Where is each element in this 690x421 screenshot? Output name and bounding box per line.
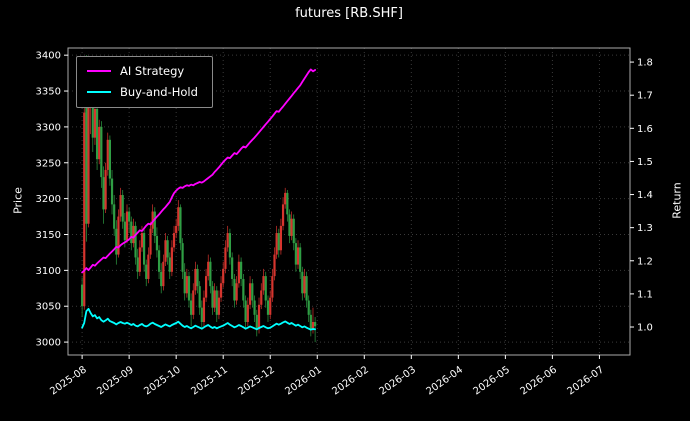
- x-tick-label: 2026-04: [425, 364, 466, 397]
- legend-item-ai-strategy: AI Strategy: [87, 64, 198, 78]
- legend: AI Strategy Buy-and-Hold: [76, 56, 213, 108]
- x-tick-label: 2026-02: [330, 364, 371, 397]
- x-tick-label: 2026-06: [519, 364, 560, 397]
- return-tick-label: 1.4: [637, 190, 653, 201]
- plot-border: [67, 47, 631, 356]
- grid: [68, 48, 630, 355]
- return-tick-label: 1.0: [637, 323, 653, 334]
- return-tick-label: 1.6: [637, 124, 653, 135]
- axis-ticks: [64, 54, 634, 359]
- x-tick-label: 2025-12: [236, 364, 277, 397]
- x-tick-label: 2025-09: [95, 364, 136, 397]
- chart-title: futures [RB.SHF]: [295, 6, 403, 21]
- x-tick-label: 2026-07: [566, 364, 607, 397]
- legend-label: AI Strategy: [120, 64, 185, 78]
- price-tick-label: 3150: [36, 230, 61, 241]
- x-tick-label: 2026-05: [472, 364, 513, 397]
- legend-item-buy-and-hold: Buy-and-Hold: [87, 85, 198, 99]
- price-tick-label: 3250: [36, 158, 61, 169]
- return-tick-label: 1.1: [637, 289, 653, 300]
- x-tick-label: 2025-10: [142, 364, 183, 397]
- price-tick-label: 3400: [36, 51, 61, 62]
- return-tick-label: 1.2: [637, 256, 653, 267]
- right-axis-label: Return: [670, 182, 684, 219]
- price-tick-label: 3000: [36, 338, 61, 349]
- series-line-buy-and-hold: [81, 307, 317, 331]
- price-tick-label: 3100: [36, 266, 61, 277]
- legend-line-swatch: [87, 91, 111, 93]
- x-tick-label: 2025-11: [189, 364, 230, 397]
- left-axis-label: Price: [11, 187, 25, 214]
- return-tick-label: 1.7: [637, 91, 653, 102]
- price-tick-label: 3350: [36, 87, 61, 98]
- x-tick-label: 2025-08: [48, 364, 89, 397]
- return-tick-label: 1.5: [637, 157, 653, 168]
- x-tick-label: 2026-01: [283, 364, 324, 397]
- x-tick-label: 2026-03: [377, 364, 418, 397]
- legend-line-swatch: [87, 70, 111, 72]
- price-tick-label: 3050: [36, 302, 61, 313]
- legend-label: Buy-and-Hold: [120, 85, 198, 99]
- return-tick-label: 1.8: [637, 58, 653, 69]
- series-line-ai-strategy: [81, 68, 317, 274]
- price-tick-label: 3200: [36, 194, 61, 205]
- return-tick-label: 1.3: [637, 223, 653, 234]
- price-tick-label: 3300: [36, 122, 61, 133]
